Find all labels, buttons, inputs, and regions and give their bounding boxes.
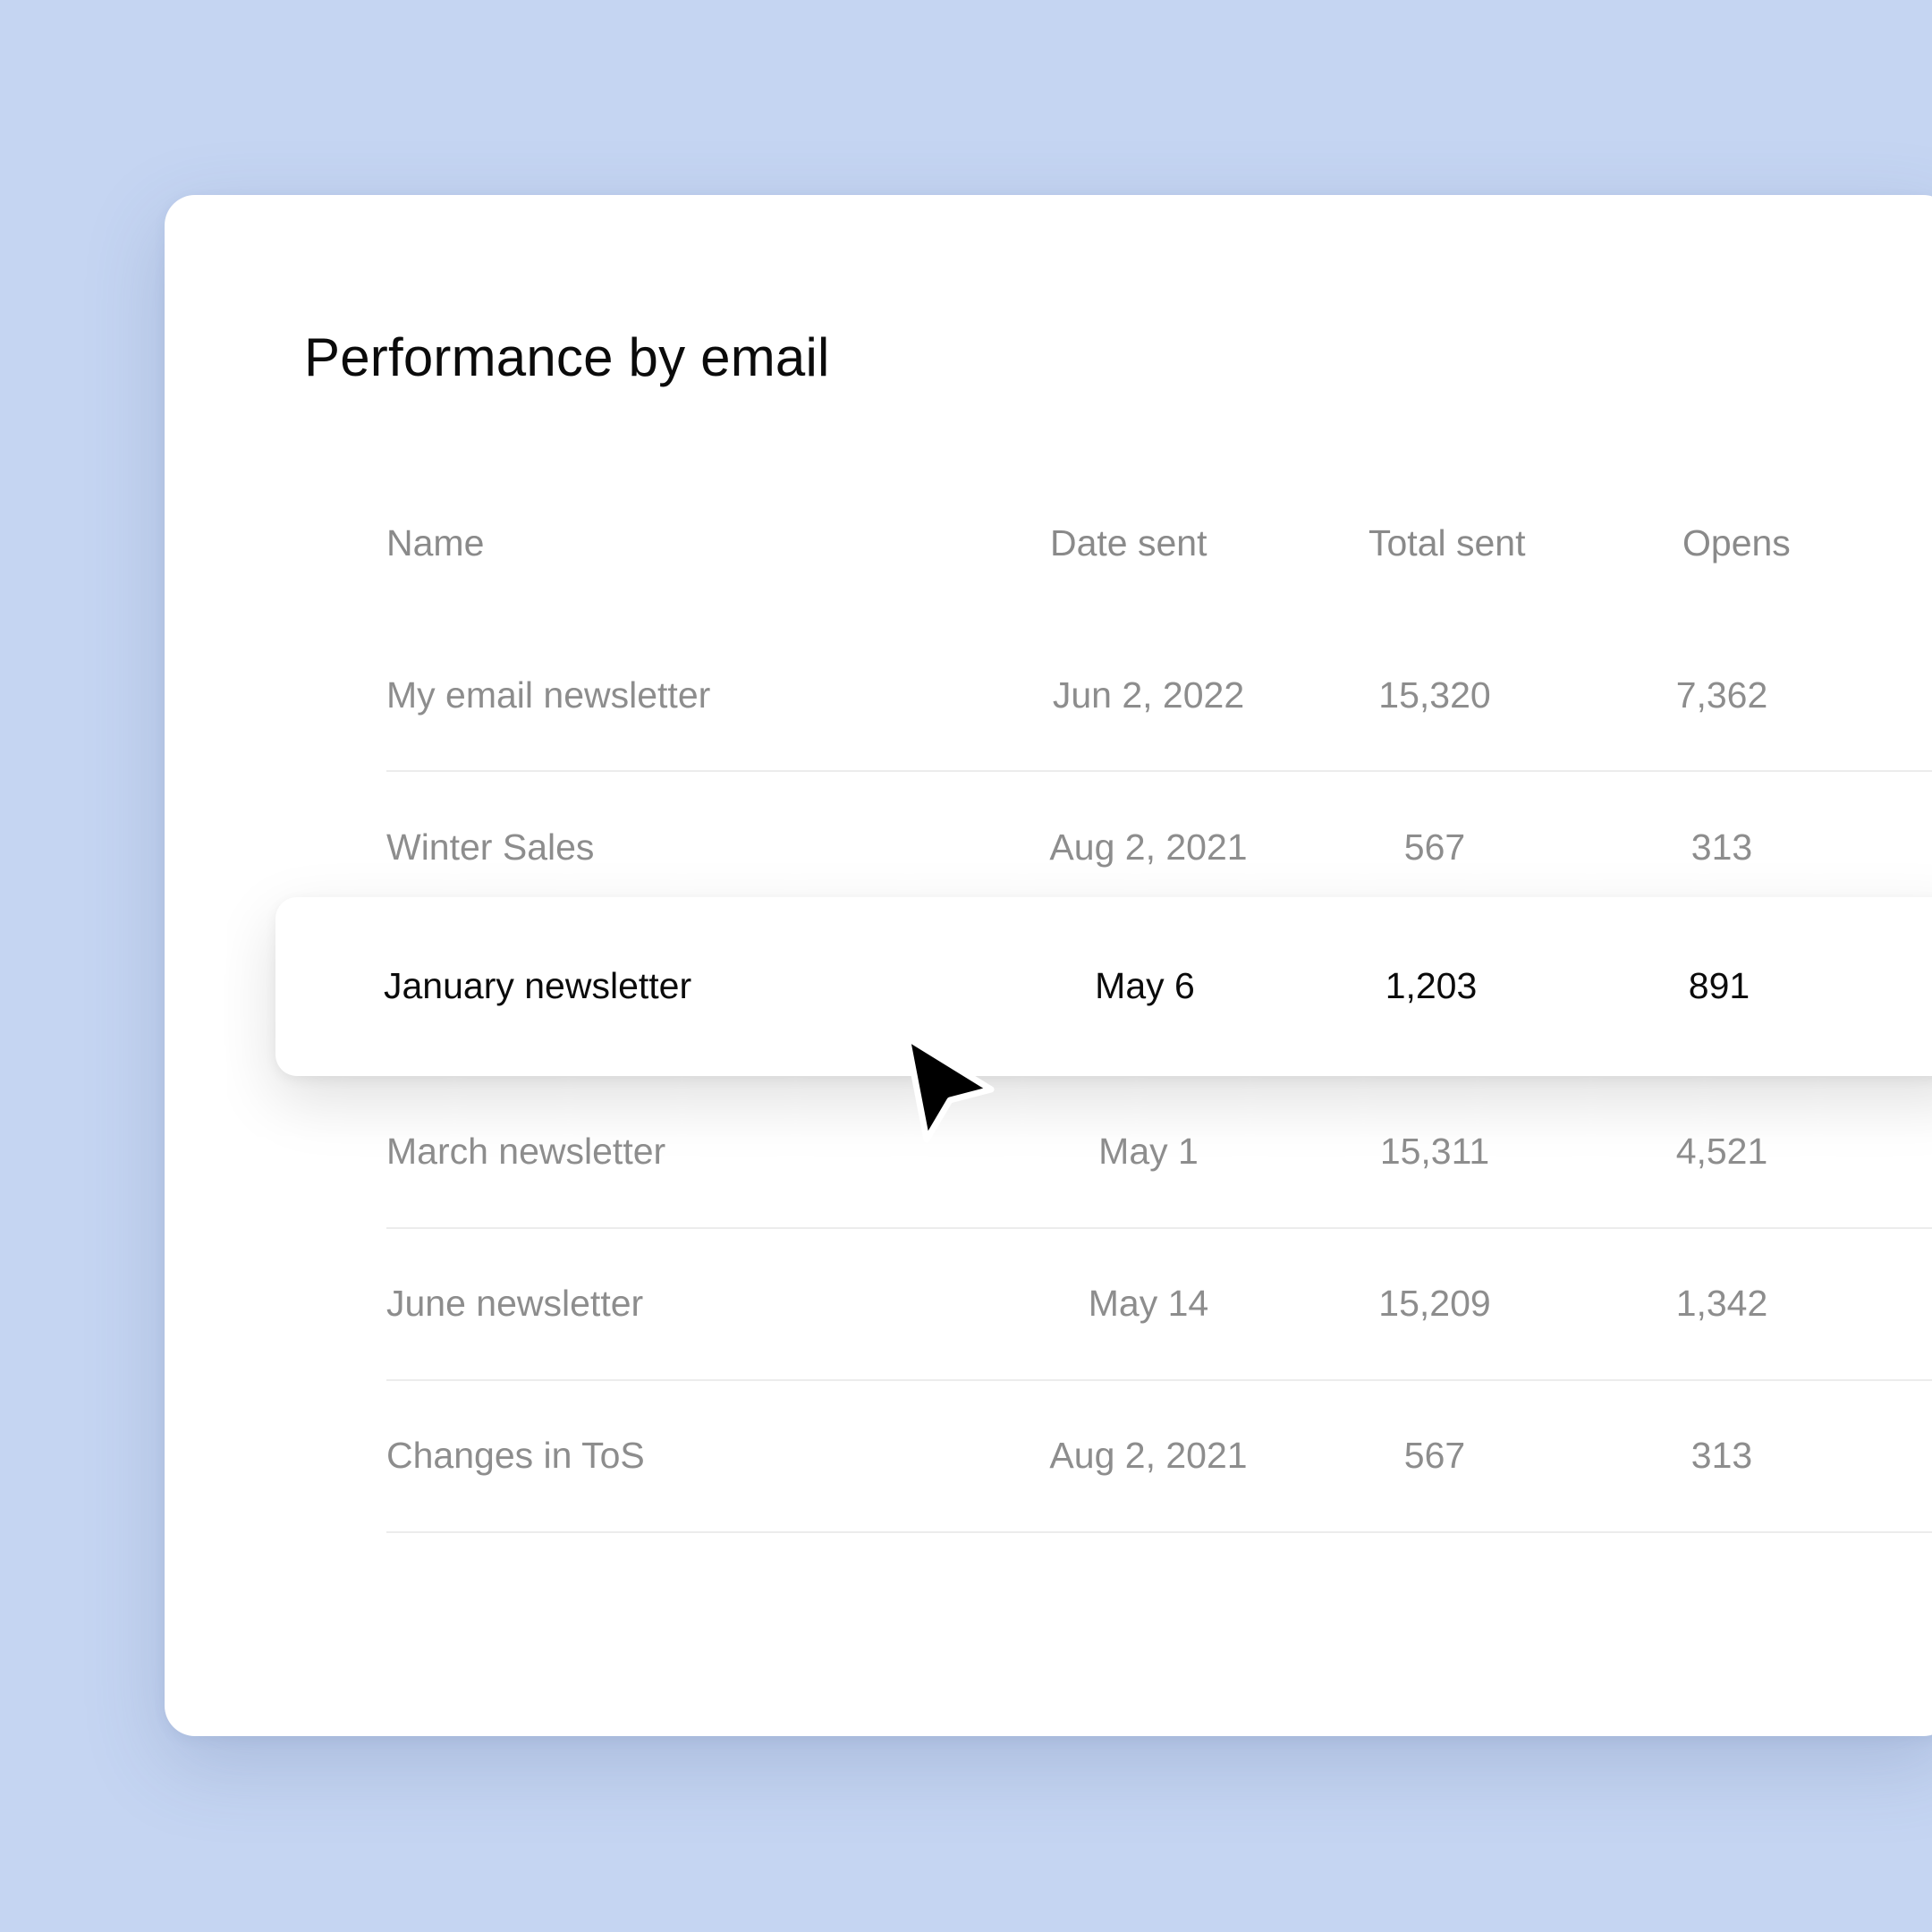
row-name: Winter Sales — [386, 826, 595, 868]
arrow-pointer-icon — [903, 1034, 995, 1143]
row-name: My email newsletter — [386, 674, 711, 716]
row-total-sent: 15,320 — [1378, 674, 1491, 716]
row-date-sent: May 6 — [1095, 965, 1195, 1006]
row-name: March newsletter — [386, 1131, 666, 1172]
row-total-sent: 1,203 — [1385, 965, 1478, 1006]
row-opens: 1,342 — [1675, 1283, 1768, 1324]
row-name: January newsletter — [384, 965, 692, 1006]
row-date-sent: Aug 2, 2021 — [1049, 826, 1248, 868]
row-date-sent: May 1 — [1098, 1131, 1199, 1172]
column-header-opens[interactable]: Opens — [1682, 522, 1791, 564]
row-date-sent: May 14 — [1088, 1283, 1209, 1324]
row-total-sent: 567 — [1403, 1435, 1466, 1476]
row-opens: 4,521 — [1675, 1131, 1768, 1172]
column-header-date-sent[interactable]: Date sent — [1050, 522, 1208, 564]
row-opens: 891 — [1688, 965, 1750, 1006]
row-date-sent: Aug 2, 2021 — [1049, 1435, 1248, 1476]
row-divider — [386, 1227, 1932, 1229]
row-opens: 7,362 — [1675, 674, 1768, 716]
row-total-sent: 15,209 — [1378, 1283, 1491, 1324]
row-divider — [386, 1379, 1932, 1381]
page-title: Performance by email — [304, 327, 830, 387]
row-total-sent: 15,311 — [1379, 1131, 1490, 1172]
selected-table-row[interactable] — [275, 897, 1932, 1076]
row-divider — [386, 770, 1932, 772]
row-opens: 313 — [1690, 826, 1753, 868]
column-header-name[interactable]: Name — [386, 522, 485, 564]
row-divider — [386, 1531, 1932, 1533]
row-name: Changes in ToS — [386, 1435, 645, 1476]
column-header-total-sent[interactable]: Total sent — [1368, 522, 1526, 564]
row-total-sent: 567 — [1403, 826, 1466, 868]
row-opens: 313 — [1690, 1435, 1753, 1476]
row-date-sent: Jun 2, 2022 — [1052, 674, 1245, 716]
row-name: June newsletter — [386, 1283, 644, 1324]
